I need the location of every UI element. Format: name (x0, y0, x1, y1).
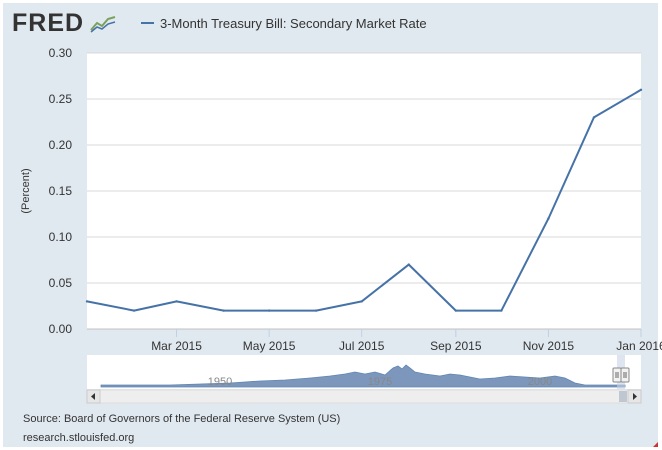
x-tick-label: Sep 2015 (430, 339, 482, 353)
resize-handle-icon[interactable] (653, 442, 658, 447)
x-tick-label: May 2015 (243, 339, 296, 353)
y-axis-label: (Percent) (20, 168, 32, 213)
site-link[interactable]: research.stlouisfed.org (23, 432, 135, 444)
x-tick-label: Nov 2015 (523, 339, 575, 353)
data-point (360, 300, 363, 303)
source-note: Source: Board of Governors of the Federa… (23, 413, 341, 425)
y-tick-label: 0.25 (49, 92, 73, 106)
x-tick-label: Mar 2015 (151, 339, 202, 353)
fred-logo[interactable]: FRED (12, 9, 85, 37)
y-tick-label: 0.15 (49, 184, 73, 198)
x-tick-label: Jul 2015 (339, 339, 385, 353)
y-tick-label: 0.00 (49, 322, 73, 336)
data-point (85, 300, 89, 303)
legend[interactable]: 3-Month Treasury Bill: Secondary Market … (141, 14, 427, 32)
line-chart-icon (90, 13, 116, 33)
arrow-left-icon[interactable] (91, 393, 95, 400)
data-point (175, 300, 178, 303)
x-tick-label: Jan 2016 (616, 339, 662, 353)
data-point (639, 88, 643, 92)
data-point (267, 309, 271, 312)
legend-series-label: 3-Month Treasury Bill: Secondary Market … (160, 15, 427, 31)
navigator-year-label: 1975 (368, 376, 392, 388)
y-tick-label: 0.10 (49, 230, 73, 244)
drag-handle-icon[interactable] (612, 367, 622, 383)
y-tick-label: 0.05 (49, 276, 73, 290)
legend-swatch (141, 22, 154, 24)
navigator-year-label: 1950 (208, 376, 232, 388)
data-point (132, 309, 136, 312)
data-point (222, 309, 225, 312)
arrow-right-icon[interactable] (633, 393, 637, 400)
data-point (407, 263, 410, 266)
navigator-series-area (100, 364, 626, 388)
data-point (547, 217, 550, 220)
y-tick-label: 0.20 (49, 138, 73, 152)
y-tick-label: 0.30 (49, 46, 73, 60)
scrollbar-thumb[interactable] (619, 391, 627, 402)
data-point (592, 116, 596, 119)
data-point (454, 309, 458, 312)
scrollbar-track[interactable] (86, 389, 642, 404)
data-point (500, 309, 503, 312)
navigator-year-label: 2000 (528, 376, 552, 388)
drag-handle-icon[interactable] (620, 367, 630, 383)
data-point (314, 309, 318, 312)
